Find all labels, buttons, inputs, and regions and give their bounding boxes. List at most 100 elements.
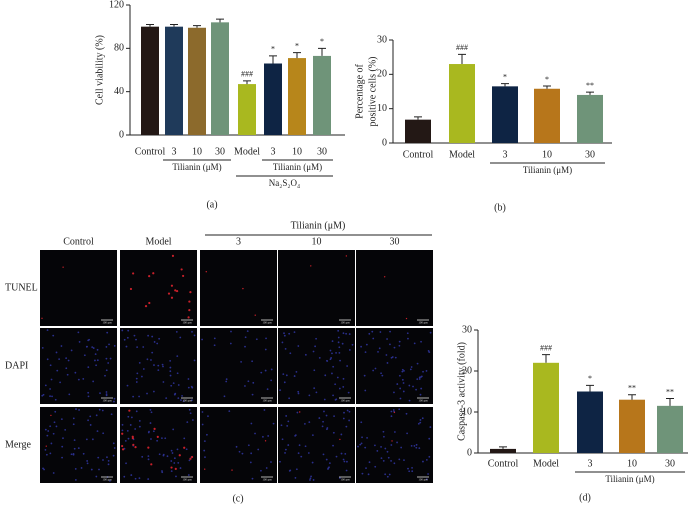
tunel-dot [156, 435, 159, 438]
nucleus [283, 332, 285, 335]
micrograph [200, 407, 277, 483]
nucleus [161, 363, 164, 366]
nucleus [415, 446, 418, 449]
bar [577, 391, 603, 453]
nucleus [105, 394, 108, 397]
nucleus [105, 369, 108, 372]
nucleus [162, 453, 165, 456]
nucleus [150, 438, 152, 440]
tunel-dot [189, 291, 192, 294]
nucleus [312, 350, 315, 353]
nucleus [106, 456, 108, 459]
nucleus [379, 331, 382, 333]
nucleus [102, 459, 104, 461]
nucleus [417, 422, 420, 425]
error-bar [501, 83, 509, 87]
nucleus [188, 408, 191, 411]
column-label: Model [145, 236, 171, 247]
nucleus [61, 456, 63, 459]
nucleus [252, 381, 255, 384]
nucleus [135, 381, 138, 383]
nucleus [65, 357, 68, 360]
nucleus [270, 368, 273, 371]
nucleus [126, 429, 129, 432]
nucleus [331, 340, 334, 343]
x-tick-label: 10 [627, 458, 637, 469]
y-tick-label: 20 [377, 69, 387, 80]
y-tick-label: 10 [377, 103, 387, 114]
nucleus [407, 337, 409, 340]
tunel-dot [183, 446, 186, 449]
panel-label: (a) [206, 199, 217, 210]
nucleus [136, 372, 139, 375]
micrograph [356, 328, 433, 404]
bar [490, 448, 516, 453]
tunel-dot [144, 305, 148, 308]
nucleus [421, 417, 424, 420]
nucleus [102, 432, 105, 435]
bar [405, 119, 431, 143]
bar [534, 88, 560, 143]
nucleus [323, 398, 326, 401]
nucleus [52, 432, 55, 435]
nucleus [44, 448, 47, 451]
error-bar [543, 85, 551, 89]
y-axis-label: Cell viability (%) [94, 35, 105, 105]
error-bar [146, 24, 154, 27]
nucleus [328, 466, 330, 469]
scale-bar-label: 100 μm [102, 399, 112, 403]
nucleus [41, 394, 44, 397]
y-tick-label: 30 [377, 34, 387, 45]
nucleus [47, 430, 50, 432]
nucleus [393, 346, 396, 349]
nucleus [87, 395, 90, 398]
nucleus [77, 447, 80, 450]
nucleus [339, 477, 341, 479]
tunel-dot [121, 432, 124, 435]
nucleus [419, 393, 422, 396]
nucleus [348, 333, 351, 335]
nucleus [363, 374, 366, 377]
nucleus [372, 337, 375, 340]
error-bar [586, 384, 594, 392]
nucleus [333, 415, 335, 418]
nucleus [164, 437, 167, 440]
nucleus [182, 400, 185, 403]
nucleus [402, 382, 405, 384]
nucleus [337, 336, 340, 339]
y-axis-label: Caspase-3 activity (fold) [456, 342, 467, 441]
significance-label: ### [540, 343, 552, 352]
nucleus [105, 391, 108, 393]
x-tick-label: Model [533, 458, 559, 469]
bar [238, 84, 256, 135]
nucleus [334, 398, 337, 401]
nucleus [315, 391, 318, 394]
nucleus [249, 461, 252, 464]
nucleus [374, 465, 377, 468]
nucleus [142, 346, 145, 348]
nucleus [260, 469, 262, 472]
nucleus [420, 387, 423, 390]
nucleus [141, 375, 143, 378]
nucleus [309, 477, 312, 480]
nucleus [67, 359, 70, 362]
nucleus [334, 383, 337, 386]
nucleus [382, 430, 385, 433]
nucleus [284, 452, 286, 454]
nucleus [187, 378, 190, 380]
nucleus [254, 432, 256, 435]
nucleus [267, 435, 270, 437]
group-label: Tilianin (μM) [523, 165, 572, 175]
nucleus [89, 415, 92, 418]
nucleus [326, 428, 328, 431]
nucleus [244, 345, 246, 348]
nucleus [187, 474, 190, 476]
y-tick-label: 0 [119, 129, 124, 140]
nucleus [372, 369, 375, 372]
nucleus [411, 466, 413, 469]
nucleus [332, 431, 335, 434]
bar [141, 26, 159, 136]
nucleus [127, 415, 130, 418]
nucleus [246, 330, 249, 333]
nucleus [400, 446, 403, 449]
